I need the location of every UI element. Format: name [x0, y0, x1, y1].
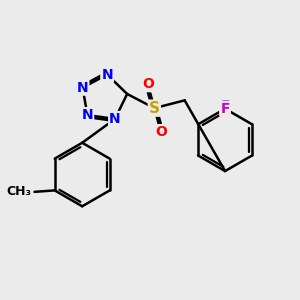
Text: N: N	[101, 68, 113, 82]
Text: N: N	[77, 81, 88, 95]
Text: O: O	[142, 77, 154, 91]
Text: F: F	[220, 102, 230, 116]
Text: S: S	[149, 101, 160, 116]
Text: O: O	[155, 125, 167, 139]
Text: N: N	[82, 108, 93, 122]
Text: N: N	[109, 112, 121, 126]
Text: CH₃: CH₃	[7, 185, 32, 198]
Text: F: F	[220, 99, 230, 113]
